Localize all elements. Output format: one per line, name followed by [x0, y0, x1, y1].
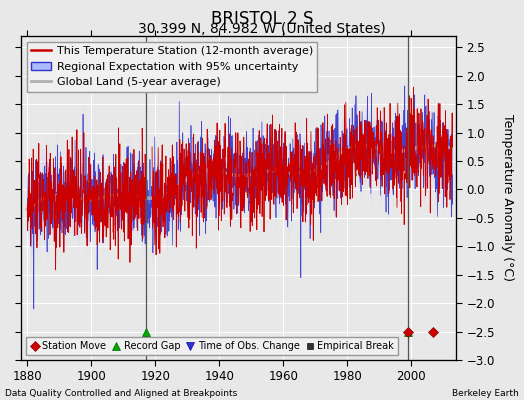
Y-axis label: Temperature Anomaly (°C): Temperature Anomaly (°C)	[501, 114, 514, 282]
Text: BRISTOL 2 S: BRISTOL 2 S	[211, 10, 313, 28]
Text: Data Quality Controlled and Aligned at Breakpoints: Data Quality Controlled and Aligned at B…	[5, 389, 237, 398]
Text: Berkeley Earth: Berkeley Earth	[452, 389, 519, 398]
Text: 30.399 N, 84.982 W (United States): 30.399 N, 84.982 W (United States)	[138, 22, 386, 36]
Legend: Station Move, Record Gap, Time of Obs. Change, Empirical Break: Station Move, Record Gap, Time of Obs. C…	[26, 337, 398, 355]
